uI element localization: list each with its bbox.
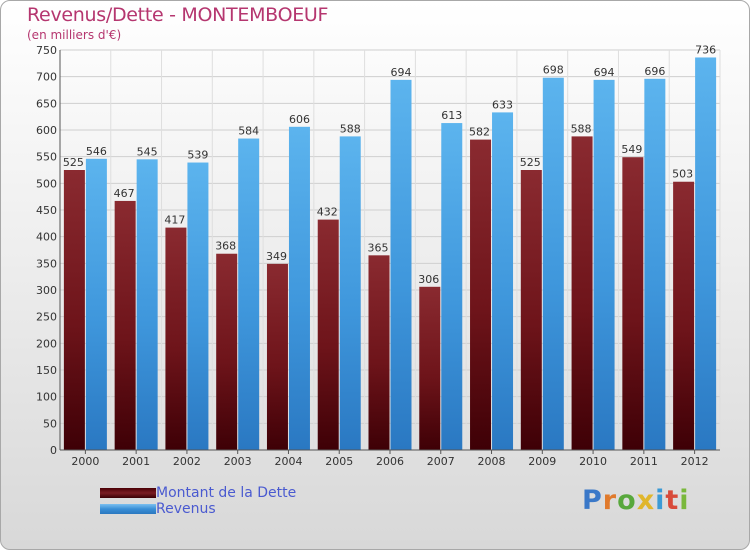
- legend-label-debt: Montant de la Dette: [156, 485, 297, 501]
- x-tick-label: 2007: [427, 455, 455, 468]
- data-label-revenue: 696: [644, 65, 665, 78]
- bar-revenue-2010: [593, 79, 615, 450]
- bar-debt-2002: [165, 227, 187, 450]
- data-label-debt: 525: [520, 156, 541, 169]
- y-tick-label: 450: [36, 204, 57, 217]
- data-label-debt: 306: [418, 273, 439, 286]
- bar-revenue-2009: [542, 77, 564, 450]
- data-label-revenue: 613: [441, 109, 462, 122]
- x-tick-label: 2009: [528, 455, 556, 468]
- y-tick-label: 550: [36, 151, 57, 164]
- bar-revenue-2005: [339, 136, 361, 450]
- legend-item-revenue: Revenus: [100, 501, 296, 517]
- data-label-debt: 525: [63, 156, 84, 169]
- bar-revenue-2007: [441, 123, 463, 451]
- bar-revenue-2002: [187, 162, 209, 451]
- y-tick-label: 200: [36, 337, 57, 350]
- legend-swatch-revenue: [100, 504, 156, 514]
- bar-debt-2004: [266, 263, 288, 450]
- data-label-debt: 368: [215, 240, 236, 253]
- bar-debt-2010: [571, 136, 593, 450]
- x-tick-label: 2000: [71, 455, 99, 468]
- data-label-debt: 349: [266, 250, 287, 263]
- chart-subtitle: (en milliers d'€): [27, 28, 122, 42]
- data-label-debt: 417: [164, 214, 185, 227]
- y-tick-label: 750: [36, 44, 57, 57]
- legend-item-debt: Montant de la Dette: [100, 485, 296, 501]
- bar-revenue-2008: [492, 112, 514, 451]
- chart-title: Revenus/Dette - MONTEMBOEUF: [27, 4, 329, 26]
- data-label-revenue: 694: [391, 66, 412, 79]
- bar-revenue-2003: [238, 138, 260, 451]
- data-label-revenue: 546: [86, 145, 107, 158]
- x-tick-label: 2006: [376, 455, 404, 468]
- data-label-revenue: 539: [187, 149, 208, 162]
- x-tick-label: 2012: [681, 455, 709, 468]
- y-tick-label: 400: [36, 231, 57, 244]
- x-tick-label: 2008: [478, 455, 506, 468]
- bar-debt-2007: [419, 286, 441, 450]
- x-tick-label: 2003: [224, 455, 252, 468]
- y-tick-label: 300: [36, 284, 57, 297]
- data-label-revenue: 736: [695, 43, 716, 56]
- data-label-revenue: 588: [340, 122, 361, 135]
- bar-revenue-2006: [390, 79, 412, 450]
- bar-debt-2009: [520, 170, 542, 450]
- y-tick-label: 100: [36, 391, 57, 404]
- data-label-revenue: 698: [543, 64, 564, 77]
- bar-revenue-2001: [136, 159, 158, 451]
- data-label-revenue: 694: [594, 66, 615, 79]
- bar-revenue-2004: [288, 126, 310, 451]
- bar-debt-2006: [368, 255, 390, 450]
- y-tick-label: 700: [36, 71, 57, 84]
- bar-debt-2001: [114, 200, 136, 450]
- data-label-debt: 503: [672, 168, 693, 181]
- data-label-revenue: 584: [238, 125, 259, 138]
- bar-debt-2000: [63, 170, 85, 450]
- y-tick-label: 250: [36, 311, 57, 324]
- data-label-debt: 467: [114, 187, 135, 200]
- y-tick-label: 50: [43, 417, 57, 430]
- x-tick-label: 2002: [173, 455, 201, 468]
- data-label-debt: 549: [621, 143, 642, 156]
- data-label-debt: 365: [368, 241, 389, 254]
- legend: Montant de la Dette Revenus: [100, 485, 296, 517]
- bar-debt-2008: [470, 139, 492, 450]
- legend-swatch-debt: [100, 488, 156, 498]
- bar-debt-2012: [673, 181, 695, 450]
- data-label-revenue: 633: [492, 98, 513, 111]
- y-tick-label: 350: [36, 257, 57, 270]
- x-tick-label: 2004: [274, 455, 302, 468]
- x-tick-label: 2005: [325, 455, 353, 468]
- bar-debt-2003: [216, 253, 238, 450]
- bar-debt-2011: [622, 157, 644, 450]
- x-tick-label: 2011: [630, 455, 658, 468]
- data-label-debt: 432: [317, 206, 338, 219]
- x-tick-label: 2010: [579, 455, 607, 468]
- data-label-debt: 588: [571, 122, 592, 135]
- y-tick-label: 650: [36, 97, 57, 110]
- bar-debt-2005: [317, 219, 339, 450]
- x-tick-label: 2001: [122, 455, 150, 468]
- y-tick-label: 0: [50, 444, 57, 457]
- bar-revenue-2000: [85, 158, 107, 451]
- bar-revenue-2011: [644, 78, 666, 451]
- y-tick-label: 500: [36, 177, 57, 190]
- data-label-debt: 582: [469, 126, 490, 139]
- data-label-revenue: 545: [137, 145, 158, 158]
- y-tick-label: 150: [36, 364, 57, 377]
- legend-label-revenue: Revenus: [156, 501, 216, 517]
- proxiti-logo: Proxiti: [582, 485, 690, 516]
- bar-revenue-2012: [695, 57, 717, 450]
- data-label-revenue: 606: [289, 113, 310, 126]
- y-tick-label: 600: [36, 124, 57, 137]
